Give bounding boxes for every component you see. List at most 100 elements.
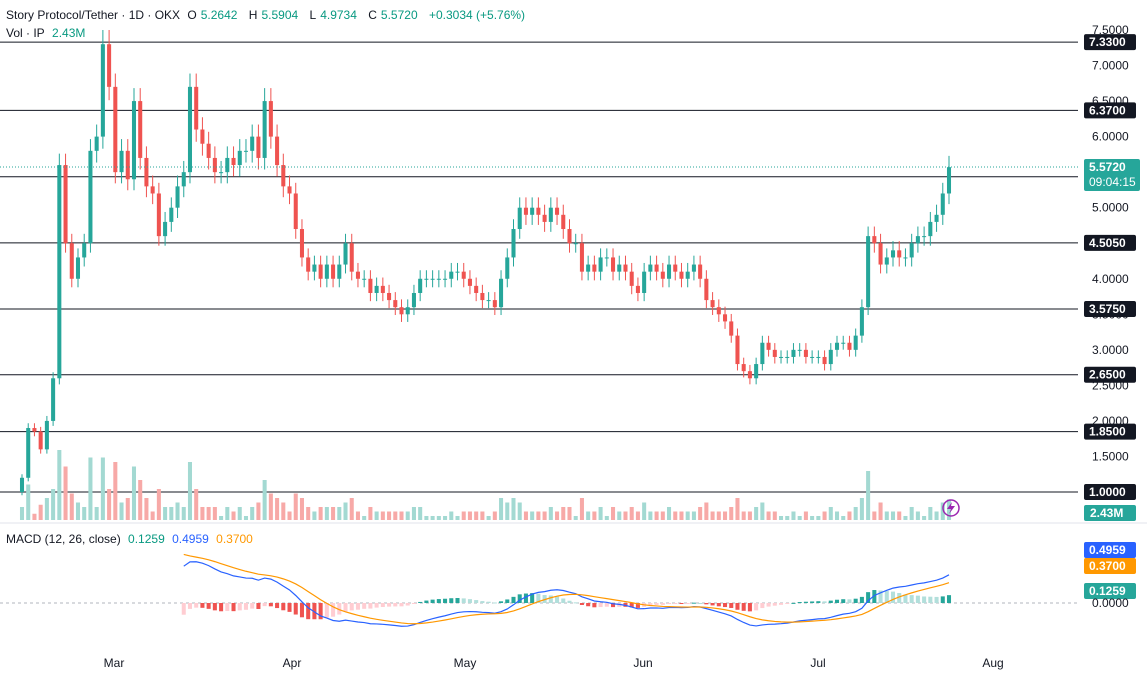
x-axis-label: May <box>454 656 477 670</box>
macd-histogram-bar <box>611 603 616 608</box>
macd-histogram-bar <box>237 603 242 611</box>
x-axis-label: Mar <box>104 656 125 670</box>
macd-histogram-bar <box>754 603 759 611</box>
macd-histogram-bar <box>287 603 292 612</box>
volume-bar <box>934 511 939 520</box>
candle-body <box>424 278 429 280</box>
macd-histogram-bar <box>629 603 634 608</box>
candle-body <box>716 307 721 315</box>
candle-body <box>268 101 273 137</box>
volume-bar <box>125 498 130 520</box>
macd-signal-value: 0.3700 <box>216 532 253 546</box>
price-tick-label: 7.0000 <box>1092 59 1129 73</box>
volume-bar <box>486 516 491 520</box>
macd-histogram-bar <box>455 598 460 603</box>
macd-histogram-bar <box>791 602 796 604</box>
macd-histogram-bar <box>355 603 360 610</box>
macd-histogram-bar <box>555 596 560 603</box>
level-label: 2.6500 <box>1089 368 1126 382</box>
macd-histogram-bar <box>212 603 217 611</box>
candle-body <box>685 271 690 279</box>
level-label-box <box>1084 34 1136 51</box>
macd-histogram-bar <box>797 602 802 604</box>
macd-histogram-bar <box>579 603 584 605</box>
candle-body <box>704 278 709 301</box>
macd-histogram-bar <box>828 600 833 603</box>
volume-bar <box>859 498 864 520</box>
macd-histogram-bar <box>194 603 199 608</box>
candle-body <box>368 278 373 293</box>
candle-body <box>125 150 130 180</box>
price-tick-label: 3.0000 <box>1092 343 1129 357</box>
volume-bar <box>778 516 784 520</box>
candle-body <box>480 292 485 301</box>
macd-histogram-bar <box>878 590 883 603</box>
candle-body <box>822 356 827 365</box>
volume-bar <box>505 502 510 520</box>
candle-body <box>443 278 448 280</box>
volume-bar <box>268 493 273 520</box>
candle-body <box>312 264 317 272</box>
candle-body <box>890 250 896 258</box>
volume-bar <box>287 511 292 520</box>
level-label: 7.3300 <box>1089 35 1126 49</box>
volume-bar <box>187 462 193 520</box>
candle-body <box>922 236 927 238</box>
volume-bar <box>816 516 821 520</box>
macd-histogram-bar <box>268 603 273 607</box>
volume-bar <box>175 502 180 520</box>
volume-bar <box>561 507 566 520</box>
candle-body <box>592 264 597 272</box>
macd-histogram-bar <box>243 603 248 610</box>
volume-bar <box>884 511 889 520</box>
volume-bar <box>890 511 896 520</box>
candle-body <box>94 136 99 151</box>
candle-body <box>418 278 423 293</box>
candle-body <box>517 207 522 230</box>
level-label: 6.3700 <box>1089 103 1126 117</box>
candle-body <box>791 349 796 357</box>
candle-body <box>393 300 398 308</box>
volume-bar <box>94 507 99 520</box>
macd-histogram-bar <box>275 603 280 609</box>
candle-body <box>362 278 367 280</box>
candle-body <box>698 264 703 279</box>
candle-body <box>660 271 665 279</box>
volume-bar <box>275 498 280 520</box>
macd-axis-label: 0.4959 <box>1089 543 1126 557</box>
macd-histogram-bar <box>946 595 952 603</box>
macd-histogram-bar <box>281 603 286 611</box>
volume-bar <box>716 511 721 520</box>
volume-bar <box>306 507 311 520</box>
volume-bar <box>592 511 597 520</box>
volume-bar <box>156 489 161 520</box>
candle-body <box>810 356 815 358</box>
macd-histogram-bar <box>393 603 398 607</box>
lightning-glyph <box>947 502 955 514</box>
volume-bar <box>299 498 304 520</box>
volume-bar <box>909 507 914 520</box>
candle-body <box>57 165 62 379</box>
macd-histogram-bar <box>262 603 267 607</box>
macd-histogram-bar <box>318 603 323 620</box>
macd-histogram-bar <box>635 603 640 608</box>
candle-body <box>648 264 653 272</box>
volume-bar <box>667 507 672 520</box>
volume-bar <box>654 511 659 520</box>
volume-bar <box>928 507 933 520</box>
volume-bar <box>32 513 37 520</box>
level-label-box <box>1084 484 1136 500</box>
macd-histogram-bar <box>293 603 298 615</box>
macd-axis-label: 0.3700 <box>1089 559 1126 573</box>
macd-histogram-bar <box>449 598 454 603</box>
price-tick-label: 7.5000 <box>1092 23 1129 37</box>
volume-bar <box>231 511 236 520</box>
macd-histogram-bar <box>312 603 317 620</box>
candle-body <box>387 292 392 301</box>
x-axis-label: Jul <box>810 656 825 670</box>
volume-bar <box>44 498 49 520</box>
candle-body <box>206 143 211 158</box>
macd-axis-box <box>1084 542 1136 558</box>
candle-body <box>88 150 93 244</box>
